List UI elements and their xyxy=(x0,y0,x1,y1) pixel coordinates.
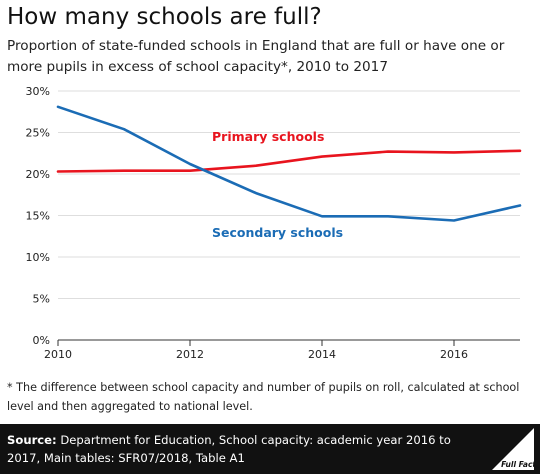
y-tick-label: 0% xyxy=(33,334,50,347)
source-label: Source: xyxy=(7,433,57,447)
series-label: Secondary schools xyxy=(212,225,343,240)
y-tick-label: 10% xyxy=(26,251,50,264)
chart-title: How many schools are full? xyxy=(7,4,322,30)
logo-text: Full Fact xyxy=(501,460,536,469)
y-tick-label: 5% xyxy=(33,293,50,306)
series-labels: Primary schools Secondary schools xyxy=(212,129,343,240)
y-tick-label: 30% xyxy=(26,85,50,98)
series-line xyxy=(56,149,522,173)
source-text: Department for Education, School capacit… xyxy=(7,433,451,465)
series-lines xyxy=(56,105,522,222)
y-tick-labels: 0% 5% 10% 15% 20% 25% 30% xyxy=(26,85,50,347)
x-tick-label: 2016 xyxy=(440,348,468,361)
x-axis: 2010 2012 2014 2016 xyxy=(44,339,520,361)
x-tick-label: 2012 xyxy=(176,348,204,361)
series-label: Primary schools xyxy=(212,129,324,144)
x-tick-label: 2014 xyxy=(308,348,336,361)
source-footer: Source: Department for Education, School… xyxy=(0,424,540,474)
footnote: * The difference between school capacity… xyxy=(7,381,520,413)
y-tick-label: 25% xyxy=(26,127,50,140)
line-chart: 0% 5% 10% 15% 20% 25% 30% 2010 2012 2014 2016 Pri… xyxy=(26,85,522,361)
chart-subtitle: Proportion of state-funded schools in En… xyxy=(7,38,505,75)
x-tick-label: 2010 xyxy=(44,348,72,361)
series-line xyxy=(56,105,522,222)
full-fact-logo-icon xyxy=(492,428,534,470)
source-text-block: Source: Department for Education, School… xyxy=(7,431,477,467)
y-tick-label: 15% xyxy=(26,210,50,223)
grid-lines xyxy=(58,90,520,299)
y-tick-label: 20% xyxy=(26,168,50,181)
